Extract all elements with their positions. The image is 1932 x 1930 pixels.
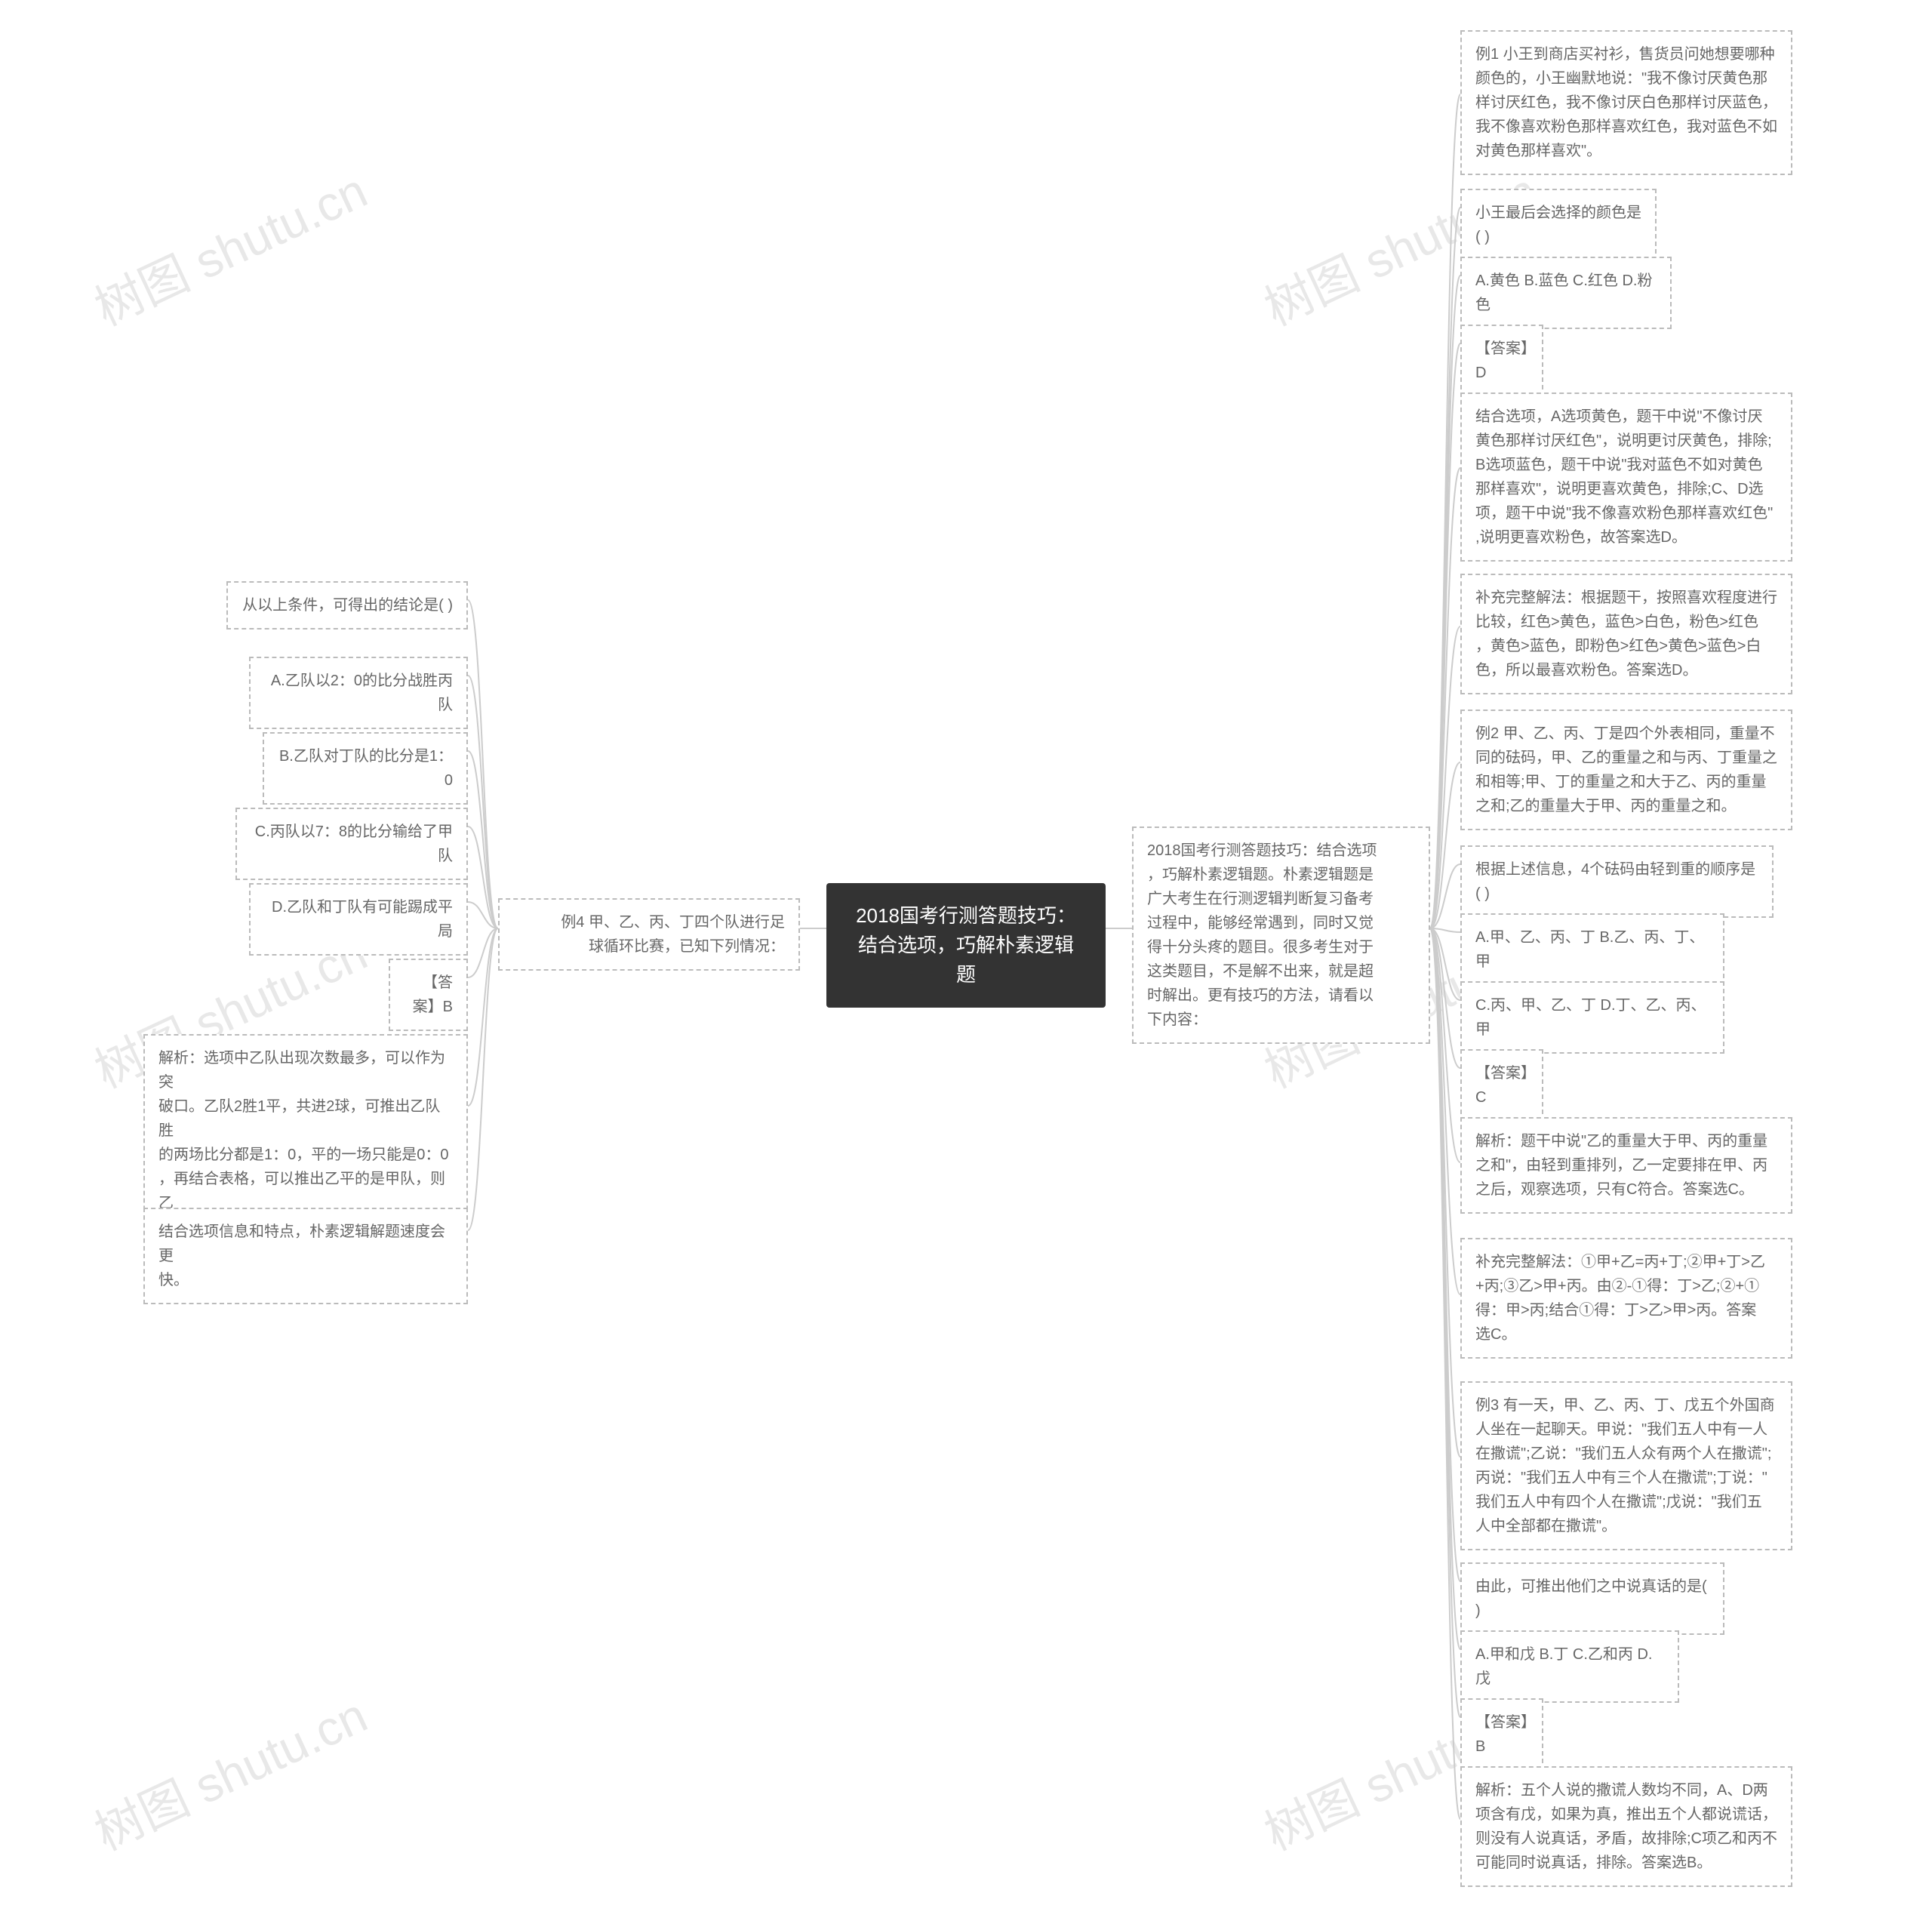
right-leaf[interactable]: 小王最后会选择的颜色是( ) xyxy=(1460,189,1657,261)
right-leaar[interactable]: A.黄色 B.蓝色 C.红色 D.粉色 xyxy=(1460,257,1672,329)
left-leaf[interactable]: B.乙队对丁队的比分是1：0 xyxy=(263,732,468,805)
right-leaf[interactable]: 由此，可推出他们之中说真话的是( ) xyxy=(1460,1562,1724,1635)
left-leaf[interactable]: 结合选项信息和特点，朴素逻辑解题速度会更快。 xyxy=(143,1208,468,1304)
left-branch[interactable]: 例4 甲、乙、丙、丁四个队进行足球循环比赛，已知下列情况： xyxy=(498,898,800,971)
watermark: 树图 shutu.cn xyxy=(82,1677,377,1864)
right-branch[interactable]: 2018国考行测答题技巧：结合选项，巧解朴素逻辑题。朴素逻辑题是广大考生在行测逻… xyxy=(1132,826,1430,1044)
right-leaf[interactable]: 【答案】C xyxy=(1460,1049,1543,1122)
right-leaf[interactable]: A.甲和戊 B.丁 C.乙和丙 D.戊 xyxy=(1460,1630,1679,1703)
left-leaf[interactable]: D.乙队和丁队有可能踢成平局 xyxy=(249,883,468,956)
left-leaf[interactable]: 【答案】B xyxy=(389,959,468,1031)
right-leaf[interactable]: 解析：五个人说的撒谎人数均不同，A、D两项含有戊，如果为真，推出五个人都说谎话，… xyxy=(1460,1766,1792,1887)
watermark: 树图 shutu.cn xyxy=(82,152,377,339)
right-leaf[interactable]: 解析：题干中说"乙的重量大于甲、丙的重量之和"，由轻到重排列，乙一定要排在甲、丙… xyxy=(1460,1117,1792,1214)
right-leaf[interactable]: C.丙、甲、乙、丁 D.丁、乙、丙、甲 xyxy=(1460,981,1724,1054)
root-node[interactable]: 2018国考行测答题技巧：结合选项，巧解朴素逻辑题 xyxy=(826,883,1106,1008)
right-leaf[interactable]: 补充完整解法：根据题干，按照喜欢程度进行比较，红色>黄色，蓝色>白色，粉色>红色… xyxy=(1460,574,1792,694)
right-leaf[interactable]: 例3 有一天，甲、乙、丙、丁、戊五个外国商人坐在一起聊天。甲说："我们五人中有一… xyxy=(1460,1381,1792,1550)
right-leaf[interactable]: A.甲、乙、丙、丁 B.乙、丙、丁、甲 xyxy=(1460,913,1724,986)
right-leaf[interactable]: 例2 甲、乙、丙、丁是四个外表相同，重量不同的砝码，甲、乙的重量之和与丙、丁重量… xyxy=(1460,710,1792,830)
left-leaf[interactable]: C.丙队以7：8的比分输给了甲队 xyxy=(235,808,468,880)
left-leaf[interactable]: 从以上条件，可得出的结论是( ) xyxy=(226,581,468,629)
right-leaf[interactable]: 补充完整解法：①甲+乙=丙+丁;②甲+丁>乙+丙;③乙>甲+丙。由②-①得：丁>… xyxy=(1460,1238,1792,1359)
right-leaf[interactable]: 【答案】B xyxy=(1460,1698,1543,1771)
left-leaf[interactable]: A.乙队以2：0的比分战胜丙队 xyxy=(249,657,468,729)
right-leaf[interactable]: 【答案】D xyxy=(1460,325,1543,397)
right-leaf[interactable]: 根据上述信息，4个砝码由轻到重的顺序是( ) xyxy=(1460,845,1774,918)
right-leaf[interactable]: 例1 小王到商店买衬衫，售货员问她想要哪种颜色的，小王幽默地说："我不像讨厌黄色… xyxy=(1460,30,1792,175)
mindmap-canvas: 树图 shutu.cn 树图 shutu.cn 树图 shutu.cn 树图 s… xyxy=(0,0,1932,1930)
right-leaf[interactable]: 结合选项，A选项黄色，题干中说"不像讨厌黄色那样讨厌红色"，说明更讨厌黄色，排除… xyxy=(1460,392,1792,562)
